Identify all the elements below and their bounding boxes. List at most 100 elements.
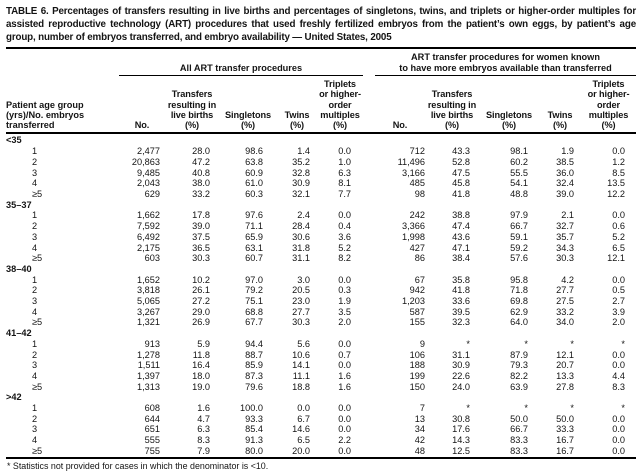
- all-twins-pct: 14.6: [292, 424, 310, 435]
- column-gap: [363, 189, 375, 200]
- all-no: 603: [144, 253, 160, 264]
- age-group-row: >42: [6, 392, 636, 403]
- more-triplets-pct: 0.0: [581, 445, 636, 459]
- table-row: 1 1,652 10.2 97.0 3.0 0.0 67 35.8 95.8 4.2 0.0: [6, 275, 636, 286]
- more-singletons-pct: 95.8: [510, 274, 528, 285]
- all-singletons-pct: 79.2: [245, 285, 263, 296]
- column-gap: [363, 296, 375, 307]
- more-triplets-pct: 5.2: [612, 231, 625, 242]
- more-live-births-pct: 17.6: [452, 424, 470, 435]
- all-triplets-pct: 0.0: [338, 424, 351, 435]
- all-twins-pct: 31.1: [292, 253, 310, 264]
- column-gap: [363, 178, 375, 189]
- more-no: 13: [414, 413, 425, 424]
- age-group-label: 35–37: [6, 199, 32, 210]
- all-singletons-pct: 85.4: [245, 424, 263, 435]
- all-triplets-pct: 0.0: [338, 210, 351, 221]
- all-twins-pct: 2.4: [297, 210, 310, 221]
- all-no: 9,485: [137, 167, 160, 178]
- embryos-transferred: ≥5: [32, 317, 43, 328]
- more-triplets-pct: 3.9: [612, 306, 625, 317]
- all-singletons-pct: 79.6: [245, 381, 263, 392]
- more-live-births-pct: 31.1: [452, 349, 470, 360]
- all-triplets-pct: 0.0: [317, 445, 363, 459]
- more-singletons-pct: *: [524, 403, 528, 414]
- more-triplets-pct: 1.2: [612, 156, 625, 167]
- more-no: 150: [409, 381, 425, 392]
- more-no: 67: [414, 274, 425, 285]
- group-header-all-procedures: All ART transfer procedures: [119, 52, 363, 76]
- all-live-births-pct: 6.3: [197, 424, 210, 435]
- all-live-births-pct: 28.0: [192, 146, 210, 157]
- column-header-all-live-births-pct: Transfers resulting in live births (%): [165, 75, 219, 135]
- more-twins-pct: 12.1: [556, 349, 574, 360]
- more-twins-pct: 1.9: [561, 146, 574, 157]
- all-live-births-pct: 33.2: [192, 189, 210, 199]
- table-row: 2 3,818 26.1 79.2 20.5 0.3 942 41.8 71.8 27.7 0.5: [6, 285, 636, 296]
- all-live-births-pct: 8.3: [197, 435, 210, 446]
- all-no: 913: [144, 338, 160, 349]
- more-twins-pct: *: [570, 403, 574, 414]
- more-twins-pct: 33.3: [556, 424, 574, 435]
- table-row: 4 1,397 18.0 87.3 11.1 1.6 199 22.6 82.2 13.3 4.4: [6, 371, 636, 382]
- age-group-label: >42: [6, 392, 22, 403]
- more-triplets-pct: *: [621, 403, 625, 414]
- table-row: 4 2,043 38.0 61.0 30.9 8.1 485 45.8 54.1 32.4 13.5: [6, 178, 636, 189]
- all-live-births-pct: 17.8: [192, 210, 210, 221]
- more-twins-pct: 30.3: [556, 253, 574, 264]
- all-twins-pct: 32.8: [292, 167, 310, 178]
- all-singletons-pct: 60.9: [245, 167, 263, 178]
- all-live-births-pct: 29.0: [192, 306, 210, 317]
- more-triplets-pct: 0.6: [612, 221, 625, 232]
- more-twins-pct: 13.3: [556, 370, 574, 381]
- all-live-births-pct: 39.0: [192, 221, 210, 232]
- more-no: 7: [419, 403, 425, 414]
- all-live-births-pct: 4.7: [197, 413, 210, 424]
- more-singletons-pct: 59.2: [510, 242, 528, 253]
- all-singletons-pct: 68.8: [245, 306, 263, 317]
- column-header-more-no: No.: [375, 75, 425, 135]
- all-live-births-pct: 11.8: [192, 349, 210, 360]
- more-twins-pct: 16.7: [556, 435, 574, 446]
- all-triplets-pct: 8.2: [338, 253, 351, 264]
- all-twins-pct: 31.8: [292, 242, 310, 253]
- column-header-all-no: No.: [119, 75, 165, 135]
- all-singletons-pct: 80.0: [219, 445, 277, 459]
- all-singletons-pct: 60.7: [245, 253, 263, 264]
- column-gap: [363, 253, 375, 264]
- all-twins-pct: 32.1: [292, 189, 310, 199]
- more-singletons-pct: 48.8: [510, 189, 528, 199]
- all-no: 2,043: [137, 178, 160, 189]
- more-twins-pct: 20.7: [556, 360, 574, 371]
- all-no: 2,175: [137, 242, 160, 253]
- embryos-transferred: 2: [32, 221, 38, 232]
- all-twins-pct: 0.0: [297, 403, 310, 414]
- embryos-transferred: 3: [32, 231, 38, 242]
- all-twins-pct: 11.1: [292, 370, 310, 381]
- all-twins-pct: 30.9: [292, 178, 310, 189]
- more-live-births-pct: 14.3: [452, 435, 470, 446]
- column-gap: [363, 210, 375, 221]
- column-gap: [363, 243, 375, 254]
- more-triplets-pct: 0.5: [612, 285, 625, 296]
- all-no: 5,065: [137, 296, 160, 307]
- column-gap: [363, 424, 375, 435]
- more-twins-pct: *: [570, 338, 574, 349]
- more-twins-pct: 39.0: [556, 189, 574, 199]
- footnote: * Statistics not provided for cases in w…: [7, 460, 269, 471]
- more-no: 942: [409, 285, 425, 296]
- table-header: Patient age group (yrs)/No. embryos transf…: [6, 52, 636, 135]
- table-row: 4 555 8.3 91.3 6.5 2.2 42 14.3 83.3 16.7 0.0: [6, 435, 636, 446]
- all-singletons-pct: 61.0: [245, 178, 263, 189]
- all-no: 6,492: [137, 231, 160, 242]
- more-singletons-pct: 87.9: [510, 349, 528, 360]
- all-singletons-pct: 93.3: [245, 413, 263, 424]
- embryos-transferred: 4: [32, 435, 38, 446]
- all-live-births-pct: 19.0: [192, 381, 210, 392]
- more-live-births-pct: 39.5: [452, 306, 470, 317]
- data-table: Patient age group (yrs)/No. embryos transf…: [6, 52, 636, 459]
- more-no: 98: [414, 189, 425, 199]
- more-live-births-pct: 32.3: [452, 317, 470, 328]
- all-twins-pct: 28.4: [292, 221, 310, 232]
- all-triplets-pct: 0.0: [338, 146, 351, 157]
